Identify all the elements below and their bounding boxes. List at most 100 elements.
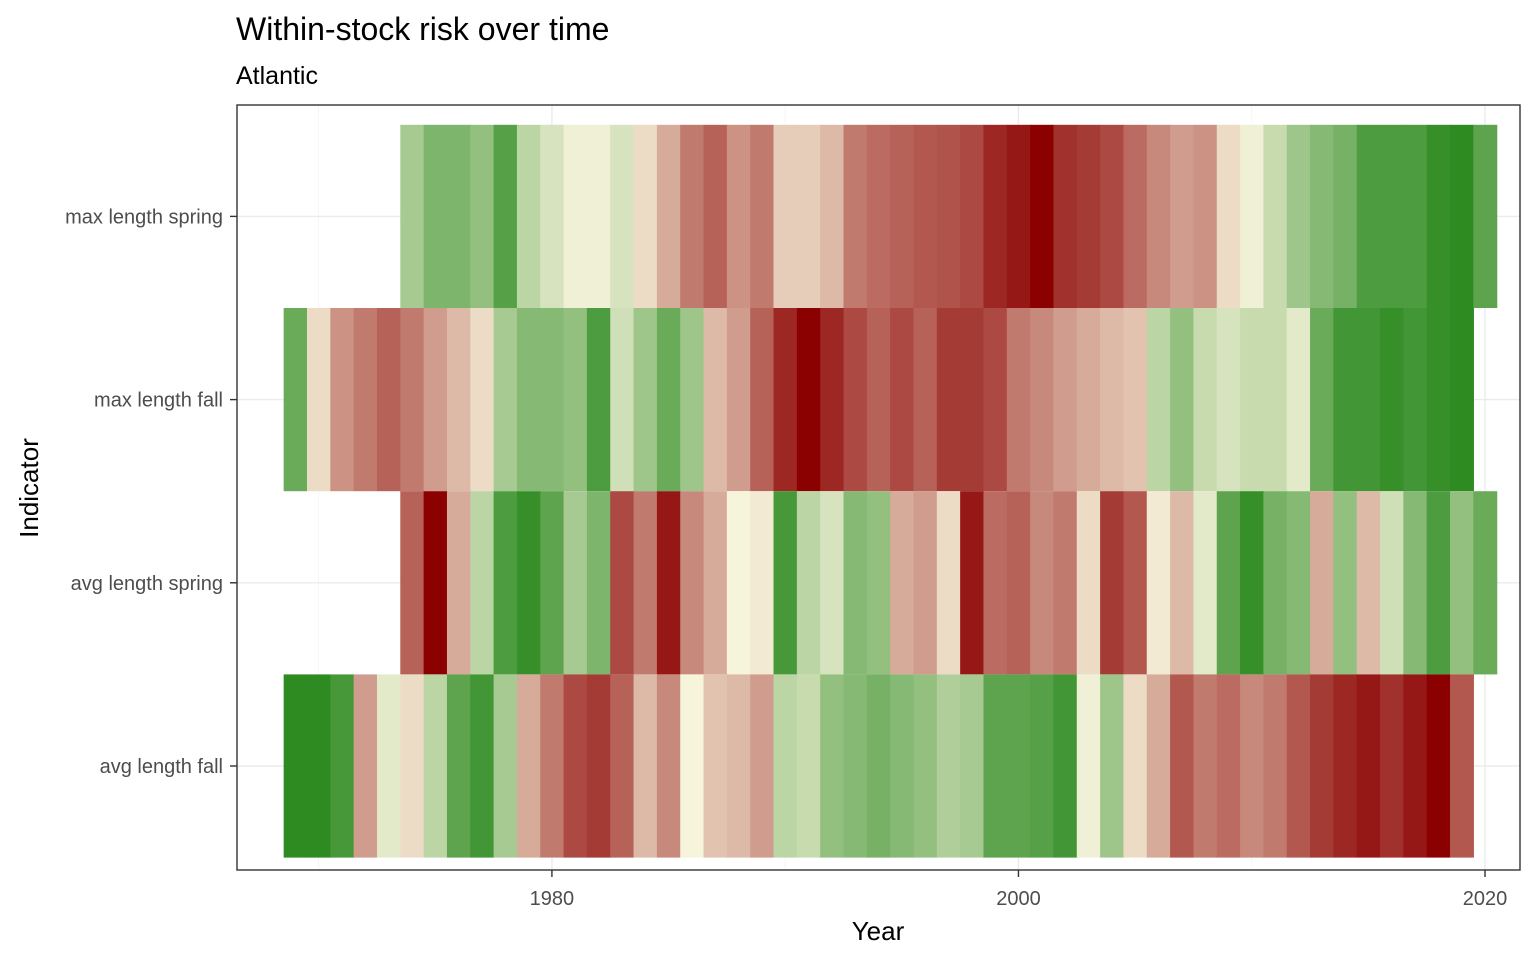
heatmap-tile: [1403, 491, 1428, 675]
heatmap-tile: [656, 491, 681, 675]
heatmap-tile: [703, 491, 728, 675]
heatmap-tile: [1286, 308, 1311, 492]
heatmap-tile: [540, 491, 565, 675]
heatmap-tile: [1006, 491, 1031, 675]
heatmap-tile: [1263, 674, 1288, 858]
heatmap-tile: [470, 674, 495, 858]
heatmap-tile: [1356, 491, 1381, 675]
heatmap-tile: [1310, 124, 1334, 308]
heatmap-tile: [750, 124, 775, 308]
heatmap-tile: [1426, 308, 1451, 492]
panel-border: [236, 104, 1521, 871]
heatmap-tile: [306, 308, 331, 492]
heatmap-tile: [516, 491, 541, 675]
heatmap-tile: [890, 491, 915, 675]
heatmap-tile: [1403, 308, 1428, 492]
heatmap-tile: [563, 308, 588, 492]
heatmap-tile: [470, 124, 495, 308]
heatmap-tile: [610, 674, 635, 858]
heatmap-tile: [820, 674, 845, 858]
heatmap-tile: [330, 674, 355, 858]
heatmap-tile: [1263, 491, 1288, 675]
heatmap-tile: [1263, 308, 1288, 492]
heatmap-tile: [493, 124, 518, 308]
heatmap-tile: [446, 308, 471, 492]
heatmap-tile: [306, 674, 331, 858]
heatmap-tile: [773, 674, 798, 858]
heatmap-tile: [843, 674, 868, 858]
chart-title: Within-stock risk over time: [236, 11, 609, 47]
heatmap-tile: [1076, 308, 1101, 492]
heatmap-tile: [1076, 491, 1101, 675]
heatmap-tile: [1100, 124, 1125, 308]
heatmap-tile: [283, 674, 308, 858]
heatmap-tile: [1310, 308, 1334, 492]
heatmap-tile: [1123, 124, 1148, 308]
heatmap-tile: [750, 308, 775, 492]
heatmap-tile: [563, 491, 588, 675]
heatmap-tile: [726, 308, 751, 492]
y-tick-label: max length spring: [65, 206, 223, 228]
heatmap-tile: [610, 124, 635, 308]
heatmap-tile: [586, 124, 611, 308]
heatmap-tile: [586, 674, 611, 858]
heatmap-tile: [1450, 124, 1474, 308]
heatmap-tile: [796, 308, 821, 492]
heatmap-tile: [1426, 674, 1451, 858]
heatmap-tile: [1380, 124, 1404, 308]
heatmap-tile: [400, 308, 425, 492]
heatmap-tile: [493, 491, 518, 675]
heatmap-tile: [983, 308, 1008, 492]
heatmap-tile: [1240, 124, 1264, 308]
heatmap-tile: [610, 308, 635, 492]
heatmap-tile: [493, 308, 518, 492]
heatmap-tile: [890, 308, 915, 492]
heatmap-tile: [586, 491, 611, 675]
heatmap-tile: [610, 491, 635, 675]
heatmap-tile: [400, 674, 425, 858]
heatmap-tile: [656, 308, 681, 492]
heatmap-tile: [1076, 124, 1101, 308]
heatmap-tile: [1030, 491, 1055, 675]
heatmap-tile: [750, 491, 775, 675]
heatmap-tile: [1216, 308, 1241, 492]
heatmap-tile: [1006, 308, 1031, 492]
heatmap-tile: [1356, 674, 1381, 858]
heatmap-tile: [516, 124, 541, 308]
heatmap-tile: [1333, 491, 1358, 675]
x-axis: 1980 2000 2020: [530, 870, 1507, 910]
heatmap-tile: [1403, 124, 1428, 308]
heatmap-tile: [936, 491, 961, 675]
heatmap-tile: [890, 674, 915, 858]
heatmap-tile: [1356, 308, 1381, 492]
heatmap-tile: [1333, 674, 1358, 858]
heatmap-tile: [516, 308, 541, 492]
heatmap-tile: [703, 308, 728, 492]
heatmap-tile: [1403, 674, 1428, 858]
heatmap-tile: [1146, 308, 1171, 492]
heatmap-tile: [1286, 124, 1311, 308]
heatmap-tile: [1146, 674, 1171, 858]
heatmap-tile: [330, 308, 355, 492]
y-tick-label: max length fall: [94, 390, 223, 412]
heatmap-tile: [983, 674, 1008, 858]
heatmap-tile: [1123, 491, 1148, 675]
heatmap-tile: [726, 491, 751, 675]
heatmap-tile: [1333, 308, 1358, 492]
y-axis: avg length fall avg length spring max leng…: [65, 206, 237, 778]
heatmap-tile: [703, 124, 728, 308]
heatmap-tile: [1053, 491, 1078, 675]
heatmap-tile: [1450, 491, 1474, 675]
x-tick-label: 2000: [996, 888, 1041, 910]
heatmap-tile: [1100, 308, 1125, 492]
heatmap-tile: [796, 491, 821, 675]
heatmap-tile: [1193, 124, 1218, 308]
x-tick-label: 1980: [530, 888, 575, 910]
heatmap-tile: [493, 674, 518, 858]
heatmap-tile: [376, 308, 401, 492]
heatmap-tile: [1053, 308, 1078, 492]
heatmap-tile: [773, 124, 798, 308]
heatmap-tile: [680, 124, 705, 308]
heatmap-tile: [913, 308, 938, 492]
